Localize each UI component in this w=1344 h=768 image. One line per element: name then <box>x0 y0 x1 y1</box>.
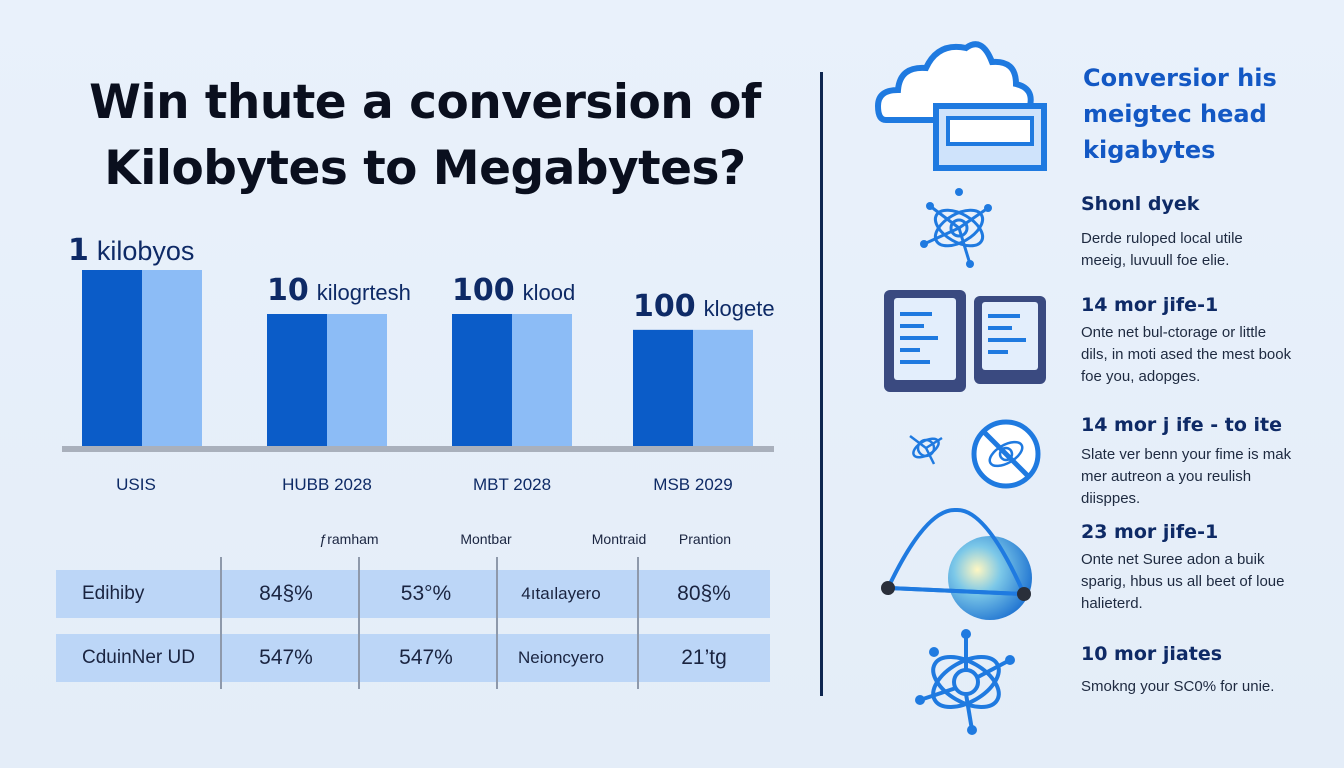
bar-label-unit: kilogrtesh <box>317 280 411 305</box>
column-header: Montraid <box>591 531 647 547</box>
document-icon <box>882 288 1050 399</box>
bar-data-label: 100 klogete <box>633 289 775 324</box>
table-divider <box>358 557 360 689</box>
bar-data-label: 1 kilobyos <box>68 233 194 268</box>
page-title: Win thute a conversion of Kilobytes to M… <box>60 70 790 202</box>
cloud-storage-icon <box>874 34 1054 179</box>
bar <box>693 329 753 446</box>
category-tick-label: MSB 2029 <box>653 475 732 494</box>
title-line-1: Win thute a conversion of <box>89 75 761 130</box>
data-table: ƒramham Montbar Montraid Prantion <box>56 525 770 555</box>
bar <box>267 314 327 446</box>
category-tick-label: USIS <box>116 475 156 494</box>
sidebar-item-line: halieterd. <box>1081 595 1143 612</box>
row-label: CduinNer UD <box>82 647 195 668</box>
bar <box>452 314 512 446</box>
sidebar-title-line: kigabytes <box>1083 136 1216 164</box>
sidebar-item-text: Onte net Suree adon a buik sparig, hbus … <box>1081 549 1331 615</box>
table-cell: 53°% <box>400 582 452 605</box>
sidebar-item-line: Onte net bul-ctorage or little <box>1081 324 1267 341</box>
sidebar-item-line: sparig, hbus us all beet of loue <box>1081 573 1285 590</box>
table-cell: 80§% <box>677 582 731 605</box>
sidebar-item-heading: 14 mor jife-1 <box>1081 294 1219 316</box>
bar-label-value: 10 <box>267 273 309 308</box>
table-cell: 547% <box>399 646 453 669</box>
sidebar-item-text: Derde ruloped local utile meeig, luvuull… <box>1081 228 1331 272</box>
bar-label-value: 100 <box>452 273 515 308</box>
sidebar-item-heading: 23 mor jife-1 <box>1081 521 1219 543</box>
sidebar-item-heading: 14 mor j ife - to ite <box>1081 414 1283 436</box>
bar-label-unit: kilobyos <box>97 236 195 266</box>
sidebar-item-line: Smokng your SC0% for unie. <box>1081 678 1275 695</box>
sidebar-item-text: Onte net bul-ctorage or little dils, in … <box>1081 322 1331 388</box>
network-icon <box>914 626 1020 743</box>
bar-chart: 1 kilobyos USIS 10 kilogrtesh HUBB 2028 100 klo… <box>62 233 775 494</box>
network-icon <box>920 186 998 273</box>
bar-label-unit: klogete <box>704 296 775 321</box>
sidebar-title-line: meigtec head <box>1083 100 1267 128</box>
sidebar-item-line: Slate ver benn your fime is mak <box>1081 446 1292 463</box>
sidebar-item-heading: 10 mor jiates <box>1081 643 1223 665</box>
sidebar-item-text: Slate ver benn your fime is mak mer autr… <box>1081 444 1331 510</box>
category-tick-label: HUBB 2028 <box>282 475 372 494</box>
table-divider <box>496 557 498 689</box>
sidebar-item-line: mer autreon a you reulish <box>1081 468 1252 485</box>
bar-label-value: 100 <box>633 289 696 324</box>
row-label: Edihiby <box>82 583 145 604</box>
sidebar-title: Conversior his meigtec head kigabytes <box>1083 60 1323 168</box>
bar-data-label: 100 klood <box>452 273 575 308</box>
sidebar-title-line: Conversior his <box>1083 64 1277 92</box>
table-row: CduinNer UD 547% 547% Neioncyero 21’tg <box>56 634 770 682</box>
table-divider <box>637 557 639 689</box>
column-header: ƒramham <box>319 531 379 547</box>
sidebar-item-line: foe you, adopges. <box>1081 368 1201 385</box>
column-header: Montbar <box>460 531 512 547</box>
bar <box>142 270 202 446</box>
vertical-divider <box>820 72 823 696</box>
sidebar-item-text: Smokng your SC0% for unie. <box>1081 676 1331 698</box>
table-cell: Neioncyero <box>518 648 604 667</box>
x-axis-baseline <box>62 446 774 452</box>
triangle-sphere-icon <box>876 502 1036 629</box>
title-line-2: Kilobytes to Megabytes? <box>104 141 746 196</box>
bar-label-unit: klood <box>523 280 576 305</box>
sidebar-item-line: diisppes. <box>1081 490 1141 507</box>
bar <box>512 314 572 446</box>
no-network-icon <box>906 418 1046 495</box>
bar-data-label: 10 kilogrtesh <box>267 273 411 308</box>
column-header: Prantion <box>678 531 732 547</box>
bar <box>633 329 693 446</box>
sidebar-item-line: dils, in moti ased the mest book <box>1081 346 1292 363</box>
table-divider <box>220 557 222 689</box>
sidebar-item-line: Derde ruloped local utile <box>1081 230 1243 247</box>
table-cell: 84§% <box>259 582 313 605</box>
sidebar-item-heading: Shonl dyek <box>1081 193 1200 215</box>
sidebar-item-line: meeig, luvuull foe elie. <box>1081 252 1230 269</box>
table-cell: 4ıtaılayero <box>521 584 601 603</box>
table-header: ƒramham Montbar Montraid Prantion <box>56 525 770 555</box>
sidebar-item-line: Onte net Suree adon a buik <box>1081 551 1265 568</box>
table-cell: 547% <box>259 646 313 669</box>
table-row: Edihiby 84§% 53°% 4ıtaılayero 80§% <box>56 570 770 618</box>
bar-label-value: 1 <box>68 233 89 268</box>
bar <box>327 314 387 446</box>
category-tick-label: MBT 2028 <box>473 475 551 494</box>
table-cell: 21’tg <box>681 646 727 669</box>
bar <box>82 270 142 446</box>
